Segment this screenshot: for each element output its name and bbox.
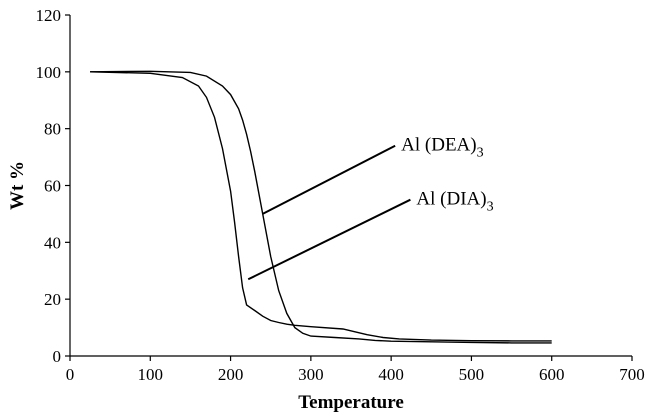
series-layer [90,70,552,344]
y-tick-label: 40 [44,233,61,252]
x-ticks: 0 100 200 300 400 500 600 700 [66,356,645,384]
series-line-al-dea-3 [90,70,552,344]
x-tick-label: 600 [539,365,565,384]
annotation-label: Al (DEA)3 [401,135,483,161]
y-tick-label: 120 [36,6,62,25]
annotation-label: Al (DIA)3 [416,189,493,215]
y-tick-label: 20 [44,290,61,309]
y-tick-label: 60 [44,177,61,196]
x-tick-label: 0 [66,365,75,384]
x-axis-title: Temperature [298,392,404,413]
x-tick-label: 700 [619,365,645,384]
annotation-leader-line [262,144,396,215]
y-tick-label: 0 [53,347,62,366]
x-tick-label: 400 [378,365,404,384]
series-line-al-dia-3 [90,71,552,342]
y-axis-title: Wt % [7,161,28,210]
x-tick-label: 300 [298,365,324,384]
y-tick-label: 80 [44,120,61,139]
y-tick-label: 100 [36,63,62,82]
y-ticks: 0 20 40 60 80 100 120 [36,6,70,366]
x-tick-label: 200 [218,365,244,384]
annotation-leader-line [247,198,411,281]
annotation-layer: Al (DEA)3 Al (DIA)3 [247,135,494,281]
axes [69,15,632,357]
x-tick-label: 100 [138,365,164,384]
x-tick-label: 500 [459,365,485,384]
